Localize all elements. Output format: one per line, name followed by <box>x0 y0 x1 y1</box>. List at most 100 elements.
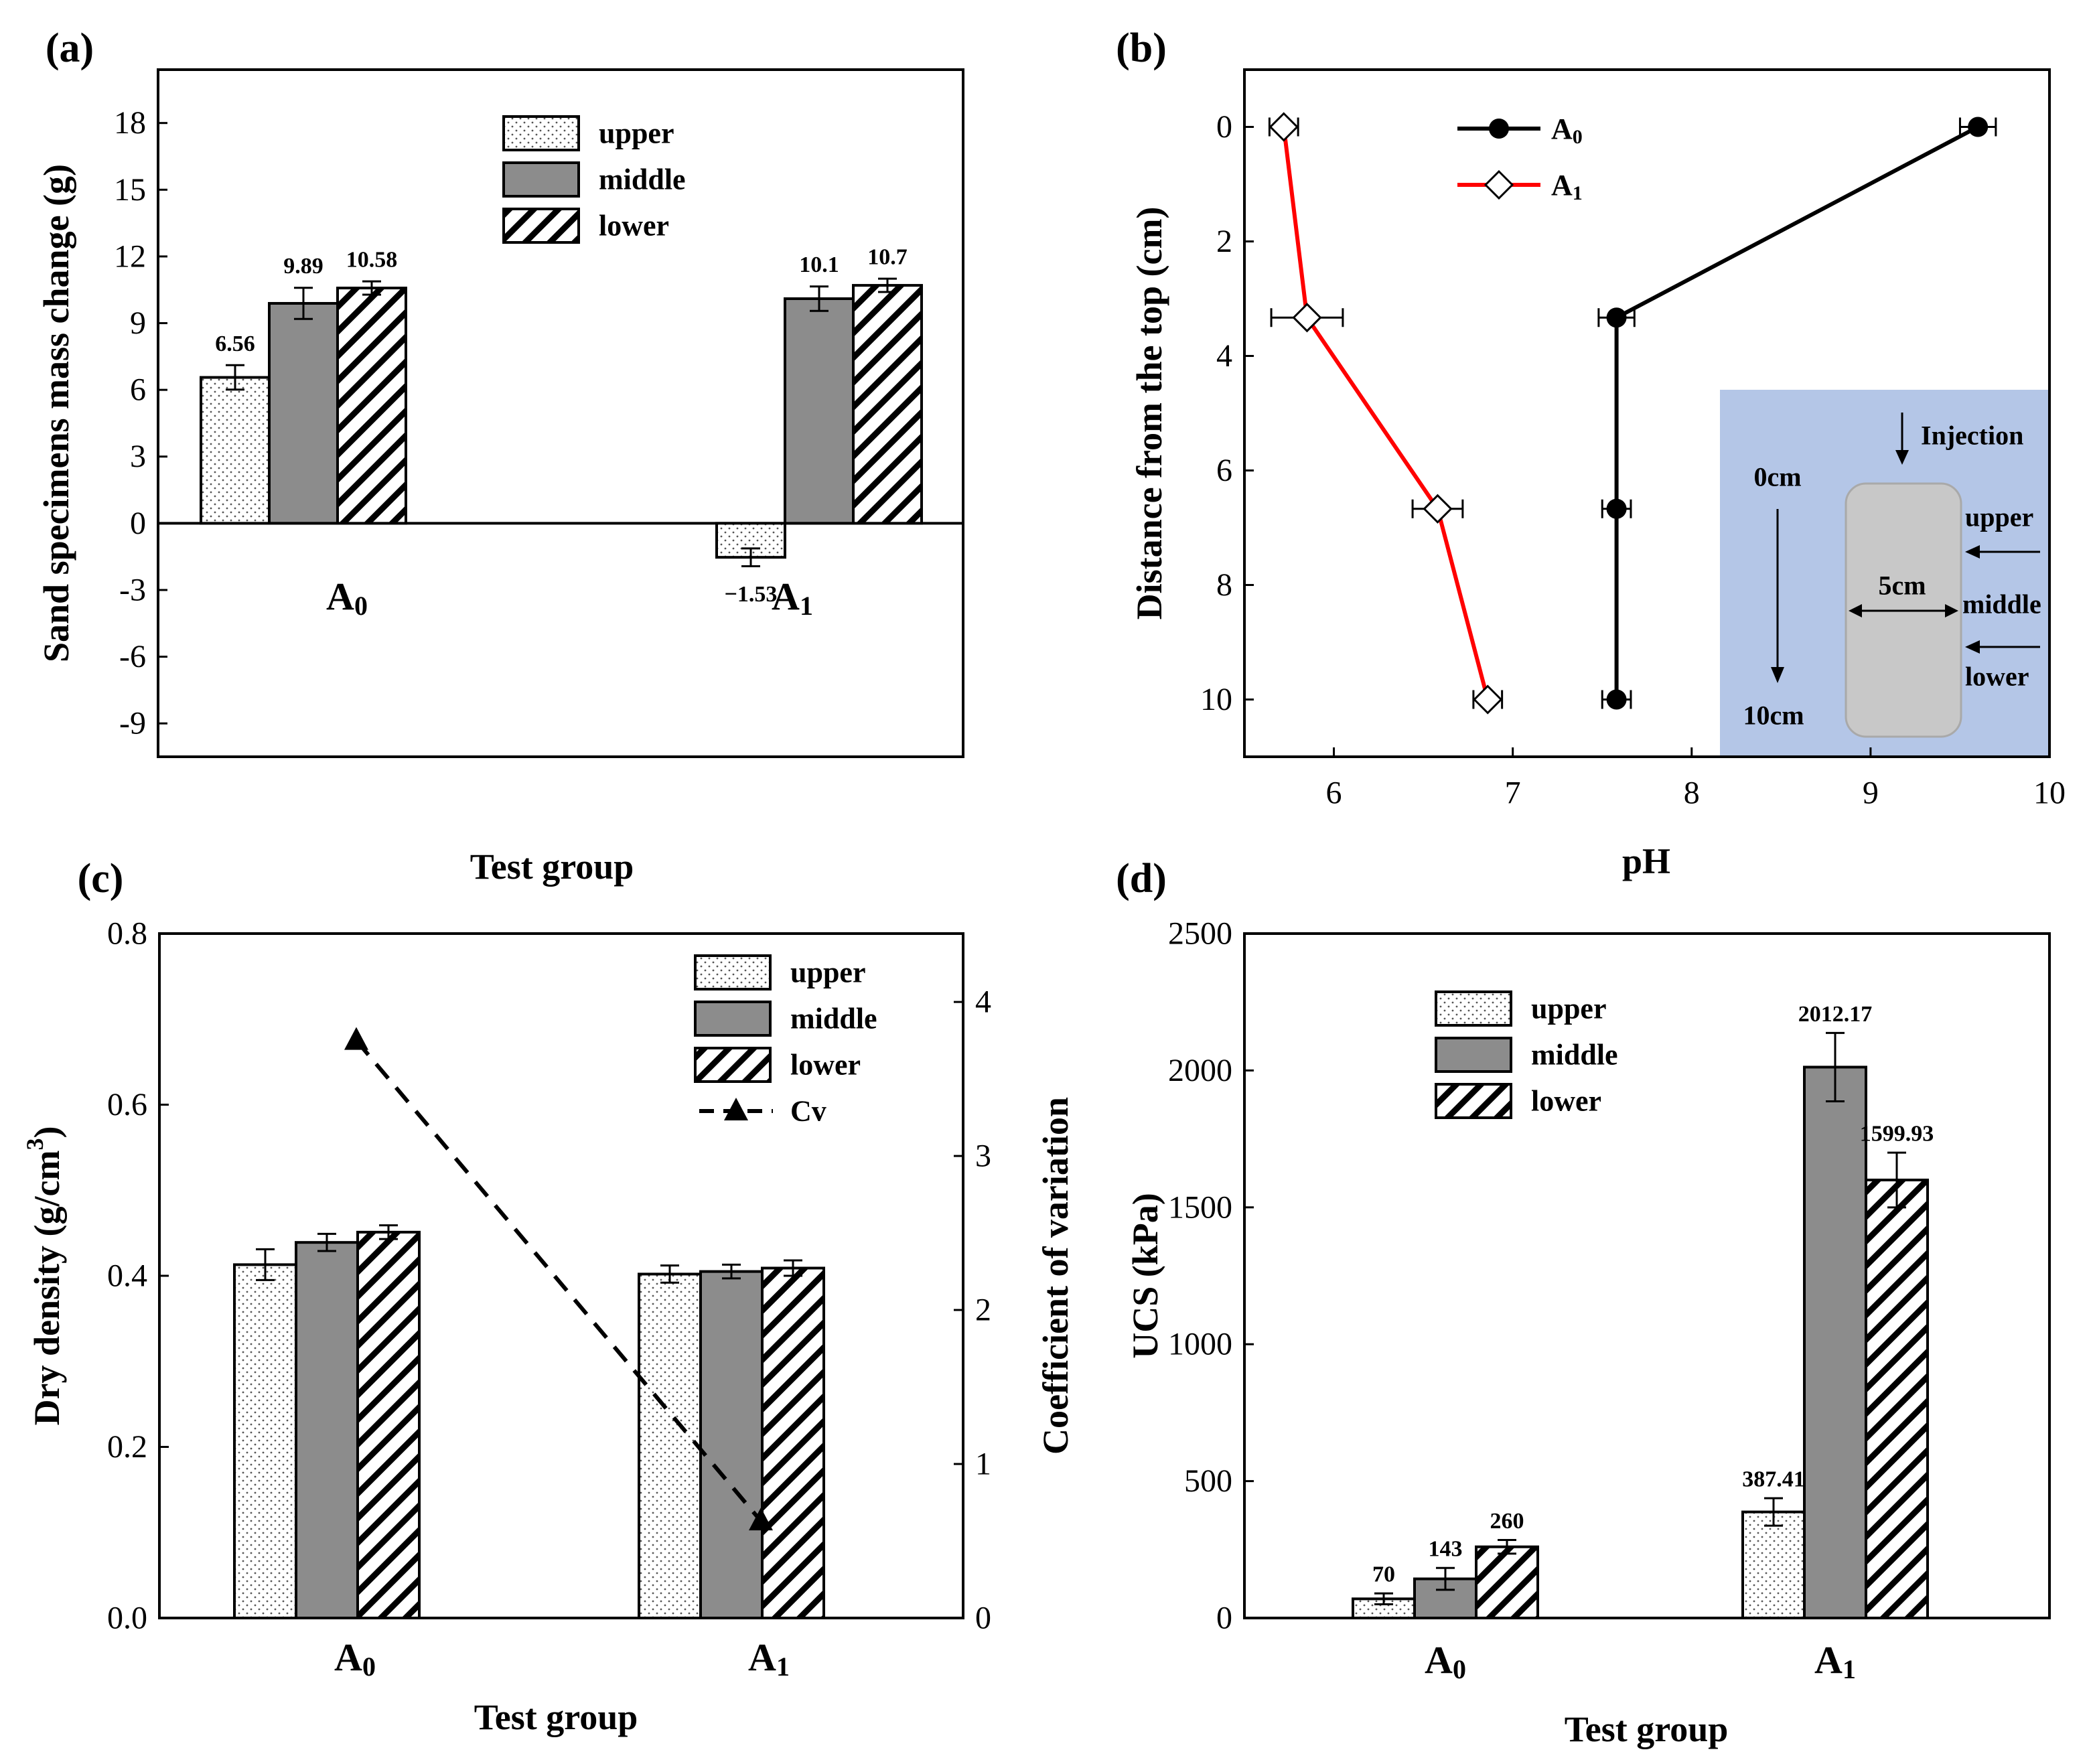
panel-b-xtick-label: 6 <box>1326 776 1342 811</box>
panel-a-ylabel: Sand specimens mass change (g) <box>36 164 76 662</box>
panel-c-legend-label-upper: upper <box>790 956 865 989</box>
panel-d-data-label: 2012.17 <box>1798 1002 1873 1027</box>
panel-c-bar-upper <box>638 1272 702 1619</box>
panel-d-ytick-label: 2500 <box>1168 916 1232 952</box>
panel-a-legend-label-upper: upper <box>599 117 674 150</box>
panel-c-legend-label-lower: lower <box>790 1049 861 1082</box>
panel-d-ytick-label: 1500 <box>1168 1189 1232 1225</box>
panel-d-data-label: 70 <box>1372 1562 1395 1587</box>
panel-d-data-label: 387.41 <box>1742 1467 1805 1492</box>
panel-d-bar-lower <box>1475 1545 1539 1619</box>
panel-b-ytick-label: 2 <box>1216 224 1232 259</box>
panel-d-category-label: A1 <box>1814 1638 1856 1684</box>
panel-c-label: (c) <box>78 856 124 901</box>
panel-b-point-A1 <box>1269 112 1299 142</box>
panel-b-ytick-label: 4 <box>1216 338 1232 374</box>
panel-c-legend-label-cv: Cv <box>790 1095 826 1128</box>
panel-c-category-label: A1 <box>748 1635 790 1682</box>
panel-d-data-label: 260 <box>1490 1509 1524 1534</box>
panel-c-ytick-right-label: 4 <box>975 984 991 1020</box>
panel-b-inset-injection-label: Injection <box>1921 421 2023 451</box>
panel-b-inset-diameter-arrowhead-left <box>1849 604 1862 617</box>
panel-c-legend-marker-cv <box>724 1098 748 1120</box>
panel-d-ytick-label: 500 <box>1184 1463 1232 1499</box>
panel-a-data-label: 10.58 <box>346 248 398 273</box>
panel-c-category-label: A0 <box>334 1635 376 1682</box>
panel-a-ytick-label: -6 <box>119 639 146 674</box>
panel-b-frame <box>1243 68 2051 758</box>
panel-b-point-A1 <box>1292 303 1322 333</box>
panel-b-inset-bottom-label: 10cm <box>1743 701 1804 731</box>
panel-a-ytick-label: -3 <box>119 572 146 607</box>
panel-b-xtick-label: 8 <box>1684 776 1700 811</box>
panel-c-bar-middle <box>699 1270 764 1620</box>
panel-b-inset-top-label: 0cm <box>1753 462 1801 492</box>
panel-b-xtick-label: 10 <box>2033 776 2066 811</box>
panel-a-ytick-label: 6 <box>130 372 146 408</box>
panel-b-line-A1 <box>1281 127 1490 701</box>
panel-b-xtick-label: 7 <box>1505 776 1521 811</box>
panel-b-inset-depth-arrowhead <box>1771 667 1784 683</box>
panel-a-ytick-label: 12 <box>114 238 146 274</box>
panel-a-bar-middle <box>784 297 855 525</box>
panel-a-legend-swatch-middle <box>502 161 580 198</box>
panel-b-ytick-label: 10 <box>1200 682 1232 717</box>
panel-d-legend-swatch-upper <box>1435 990 1512 1027</box>
panel-c-bar-lower <box>761 1266 825 1619</box>
panel-a-legend-label-middle: middle <box>599 163 686 196</box>
panel-b-point-A0 <box>1606 307 1627 328</box>
panel-c-bar-lower <box>356 1230 421 1620</box>
panel-b-inset-lower-arrowhead <box>1965 640 1980 654</box>
panel-a-data-label: 10.1 <box>799 252 839 277</box>
panel-b-ytick-label: 8 <box>1216 567 1232 603</box>
panel-d-data-label: 143 <box>1429 1537 1463 1562</box>
panel-b-inset-upper-arrowhead <box>1965 545 1980 559</box>
panel-a-bar-lower <box>336 287 407 525</box>
panel-a-bar-lower <box>852 284 923 525</box>
panel-b-ytick-label: 6 <box>1216 453 1232 488</box>
panel-c-legend-swatch-middle <box>694 1001 772 1037</box>
panel-a-data-label: 9.89 <box>283 254 323 279</box>
panel-c-cv-point <box>344 1027 368 1050</box>
panel-a-bar-upper <box>715 522 786 559</box>
panel-c-ytick-right-label: 3 <box>975 1138 991 1174</box>
panel-b-inset-upper-label: upper <box>1965 502 2033 532</box>
panel-d-legend-swatch-middle <box>1435 1037 1512 1073</box>
panel-b-legend-label-A1: A1 <box>1551 169 1583 204</box>
panel-b-legend-label-A0: A0 <box>1551 113 1583 148</box>
panel-a-data-label: −1.53 <box>725 582 778 607</box>
panel-d-label: (d) <box>1116 856 1167 901</box>
panel-c-ytick-label: 0.8 <box>107 916 147 952</box>
panel-c-bar-middle <box>295 1241 359 1619</box>
panel-c-legend-label-middle: middle <box>790 1003 877 1035</box>
panel-b-xlabel: pH <box>1622 841 1670 881</box>
panel-d-legend-label-upper: upper <box>1531 993 1606 1025</box>
panel-c-xlabel: Test group <box>474 1697 638 1737</box>
panel-a-ytick-label: 18 <box>114 105 146 141</box>
panel-d-ytick-label: 2000 <box>1168 1053 1232 1088</box>
panel-c-ylabel-right: Coefficient of variation <box>1035 1097 1076 1455</box>
panel-b-legend-marker-A1 <box>1484 169 1514 200</box>
panel-a-ytick-label: -9 <box>119 706 146 741</box>
panel-d-ytick-label: 0 <box>1216 1601 1232 1636</box>
panel-a-category-label: A1 <box>772 575 813 621</box>
panel-c-ytick-label: 0.2 <box>107 1429 147 1465</box>
panel-a-legend-label-lower: lower <box>599 210 669 242</box>
panel-a-data-label: 10.7 <box>867 245 908 270</box>
panel-b-inset-injection-arrowhead <box>1895 450 1909 465</box>
panel-b-point-A0 <box>1968 117 1989 137</box>
panel-b-line-A0 <box>1614 125 1979 700</box>
panel-a-frame <box>157 68 964 758</box>
panel-b-point-A1 <box>1423 494 1453 524</box>
panel-b-ytick-label: 0 <box>1216 109 1232 145</box>
panel-d-bar-middle <box>1803 1065 1867 1619</box>
panel-c-ylabel: Dry density (g/cm3) <box>21 1126 67 1426</box>
panel-c-ytick-right-label: 0 <box>975 1601 991 1636</box>
panel-d-legend-label-lower: lower <box>1531 1085 1601 1118</box>
panel-b-point-A1 <box>1473 684 1503 715</box>
panel-d-data-label: 1599.93 <box>1860 1122 1934 1147</box>
panel-a-legend-swatch-upper <box>502 115 580 151</box>
panel-b-xtick-label: 9 <box>1863 776 1879 811</box>
panel-a-bar-middle <box>268 301 339 525</box>
